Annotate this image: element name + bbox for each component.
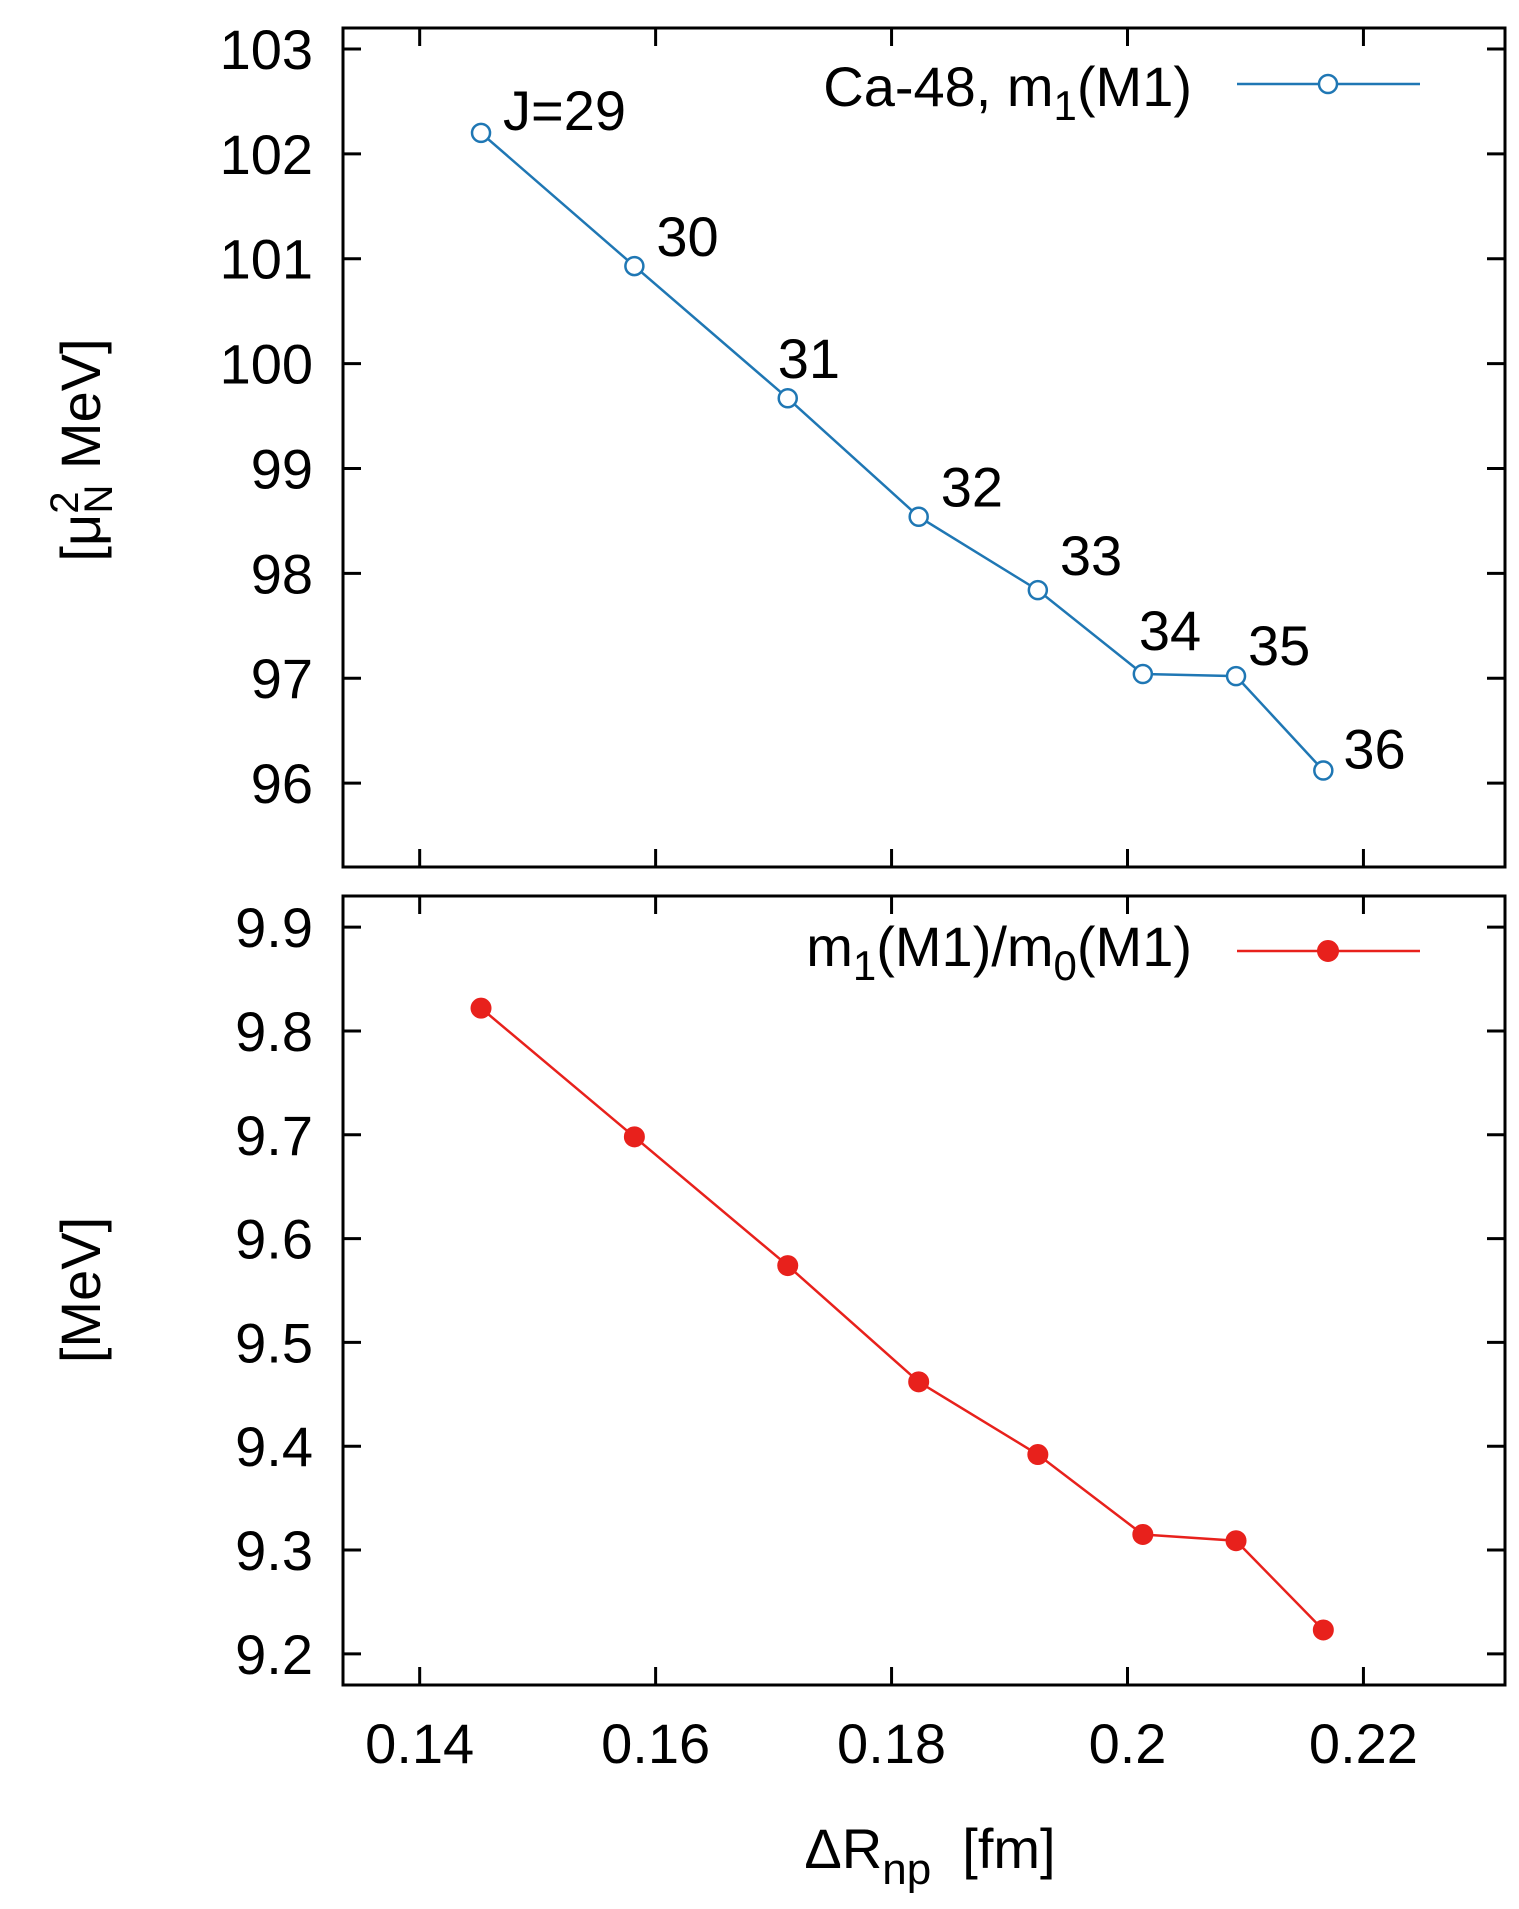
bottom-series-points [470,997,1334,1641]
point-annotation: 34 [1139,599,1201,662]
data-point [908,1371,930,1393]
top-tick-marks [343,28,1505,867]
point-annotation: J=29 [503,79,626,142]
x-tick-label: 0.2 [1089,1712,1167,1775]
x-tick-labels: 0.14 0.16 0.18 0.2 0.22 [365,1712,1418,1775]
bottom-panel: 9.2 9.3 9.4 9.5 9.6 9.7 9.8 9.9 0.14 0.16 0.18 0.2… [49,894,1507,1894]
top-series-line [480,131,1325,772]
y-tick-label: 99 [251,437,313,500]
x-axis-label: ΔRnp [fm] [804,1817,1055,1894]
data-point [1225,665,1247,687]
data-point [1225,1530,1247,1552]
bottom-series-line [480,1007,1325,1631]
bottom-y-axis-label: [MeV] [49,1217,112,1363]
y-tick-label: 96 [251,752,313,815]
y-tick-label: 103 [220,18,313,81]
point-annotation: 32 [941,456,1003,519]
y-tick-label: 9.5 [235,1311,313,1374]
y-tick-label: 9.3 [235,1519,313,1582]
y-tick-label: 9.4 [235,1415,313,1478]
y-tick-label: 9.6 [235,1208,313,1271]
data-point [1132,1523,1154,1545]
bottom-tick-marks [343,896,1505,1685]
data-point [1027,1444,1049,1466]
point-annotation: 33 [1060,524,1122,587]
bottom-legend-text: m1(M1)/m0(M1) [806,915,1192,989]
data-point [624,255,645,277]
point-annotation: 30 [656,205,718,268]
y-tick-label: 9.8 [235,1000,313,1063]
data-point [908,506,929,527]
series-line [480,131,1325,772]
top-legend-marker [1317,73,1339,95]
data-point [777,1255,799,1277]
data-point [777,387,798,409]
top-y-tick-labels: 96 97 98 99 100 101 102 103 [220,18,313,815]
y-tick-label: 97 [251,647,313,710]
y-tick-label: 9.7 [235,1104,313,1167]
data-point [623,1126,645,1148]
top-panel: 96 97 98 99 100 101 102 103 [μ2N MeV] J=29 30 31 3… [43,18,1507,869]
top-legend: Ca-48, m1(M1) [823,55,1420,129]
data-point [1027,579,1049,601]
top-y-axis-label: [μ2N MeV] [43,338,121,561]
y-tick-label: 9.2 [235,1623,313,1686]
data-point [470,122,492,144]
bottom-legend-marker [1317,940,1339,962]
data-point [1313,760,1334,781]
y-tick-label: 101 [220,228,313,291]
bottom-plot-frame [341,894,1507,1687]
y-tick-label: 100 [220,333,313,396]
x-tick-label: 0.22 [1309,1712,1418,1775]
data-point [1132,663,1154,685]
y-tick-label: 98 [251,542,313,605]
point-annotation: 36 [1343,718,1405,781]
data-point [470,997,492,1019]
top-legend-text: Ca-48, m1(M1) [823,55,1192,129]
top-point-labels: J=29 30 31 32 33 34 35 36 [503,79,1406,781]
x-tick-label: 0.14 [365,1712,474,1775]
top-plot-frame [341,26,1507,869]
x-tick-label: 0.18 [837,1712,946,1775]
y-tick-label: 102 [220,123,313,186]
series-line [480,1007,1325,1631]
x-tick-label: 0.16 [601,1712,710,1775]
point-annotation: 31 [778,327,840,390]
top-series-points [470,122,1334,781]
y-tick-label: 9.9 [235,896,313,959]
data-point [1312,1619,1334,1641]
point-annotation: 35 [1248,614,1310,677]
bottom-y-tick-labels: 9.2 9.3 9.4 9.5 9.6 9.7 9.8 9.9 [235,896,313,1686]
bottom-legend: m1(M1)/m0(M1) [806,915,1420,989]
